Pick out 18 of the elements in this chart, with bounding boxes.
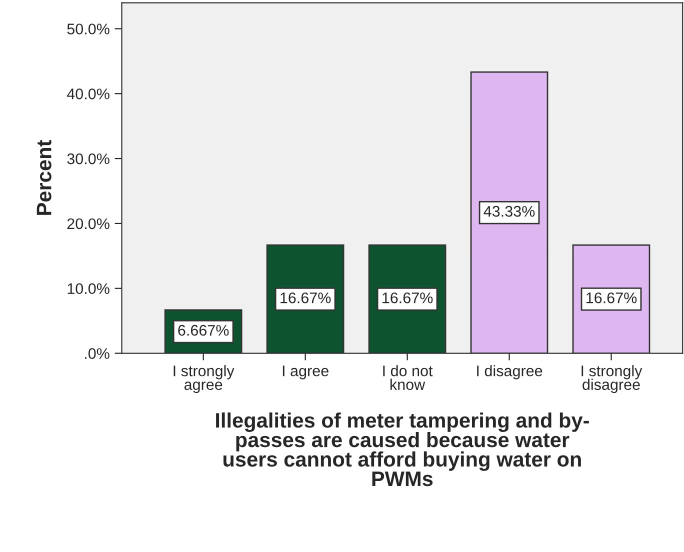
- y-tick-label: 20.0%: [67, 218, 110, 230]
- data-label: 43.33%: [484, 206, 535, 217]
- x-tick-label: I agree: [282, 366, 328, 380]
- x-tick-label: I do not know: [383, 365, 433, 390]
- x-tick-label: I strongly agree: [174, 365, 234, 394]
- y-tick-label: 50.0%: [67, 24, 110, 34]
- data-label: 16.67%: [382, 292, 433, 304]
- x-tick-label: I disagree: [477, 365, 542, 380]
- x-tick-label: I strongly disagree: [582, 365, 642, 394]
- y-tick-label: 30.0%: [67, 153, 110, 164]
- y-tick-label: .0%: [85, 348, 110, 359]
- data-label: 16.67%: [586, 292, 637, 304]
- y-axis-title: Percent: [36, 140, 52, 215]
- y-tick-label: 10.0%: [68, 283, 110, 294]
- y-tick-label: 40.0%: [66, 88, 110, 100]
- data-label: 6.667%: [178, 324, 229, 336]
- x-axis-title: Illegalities of meter tampering and by- passes are caused because water users cannot afford buying water on PWMs: [216, 412, 589, 486]
- data-label: 16.67%: [280, 292, 331, 304]
